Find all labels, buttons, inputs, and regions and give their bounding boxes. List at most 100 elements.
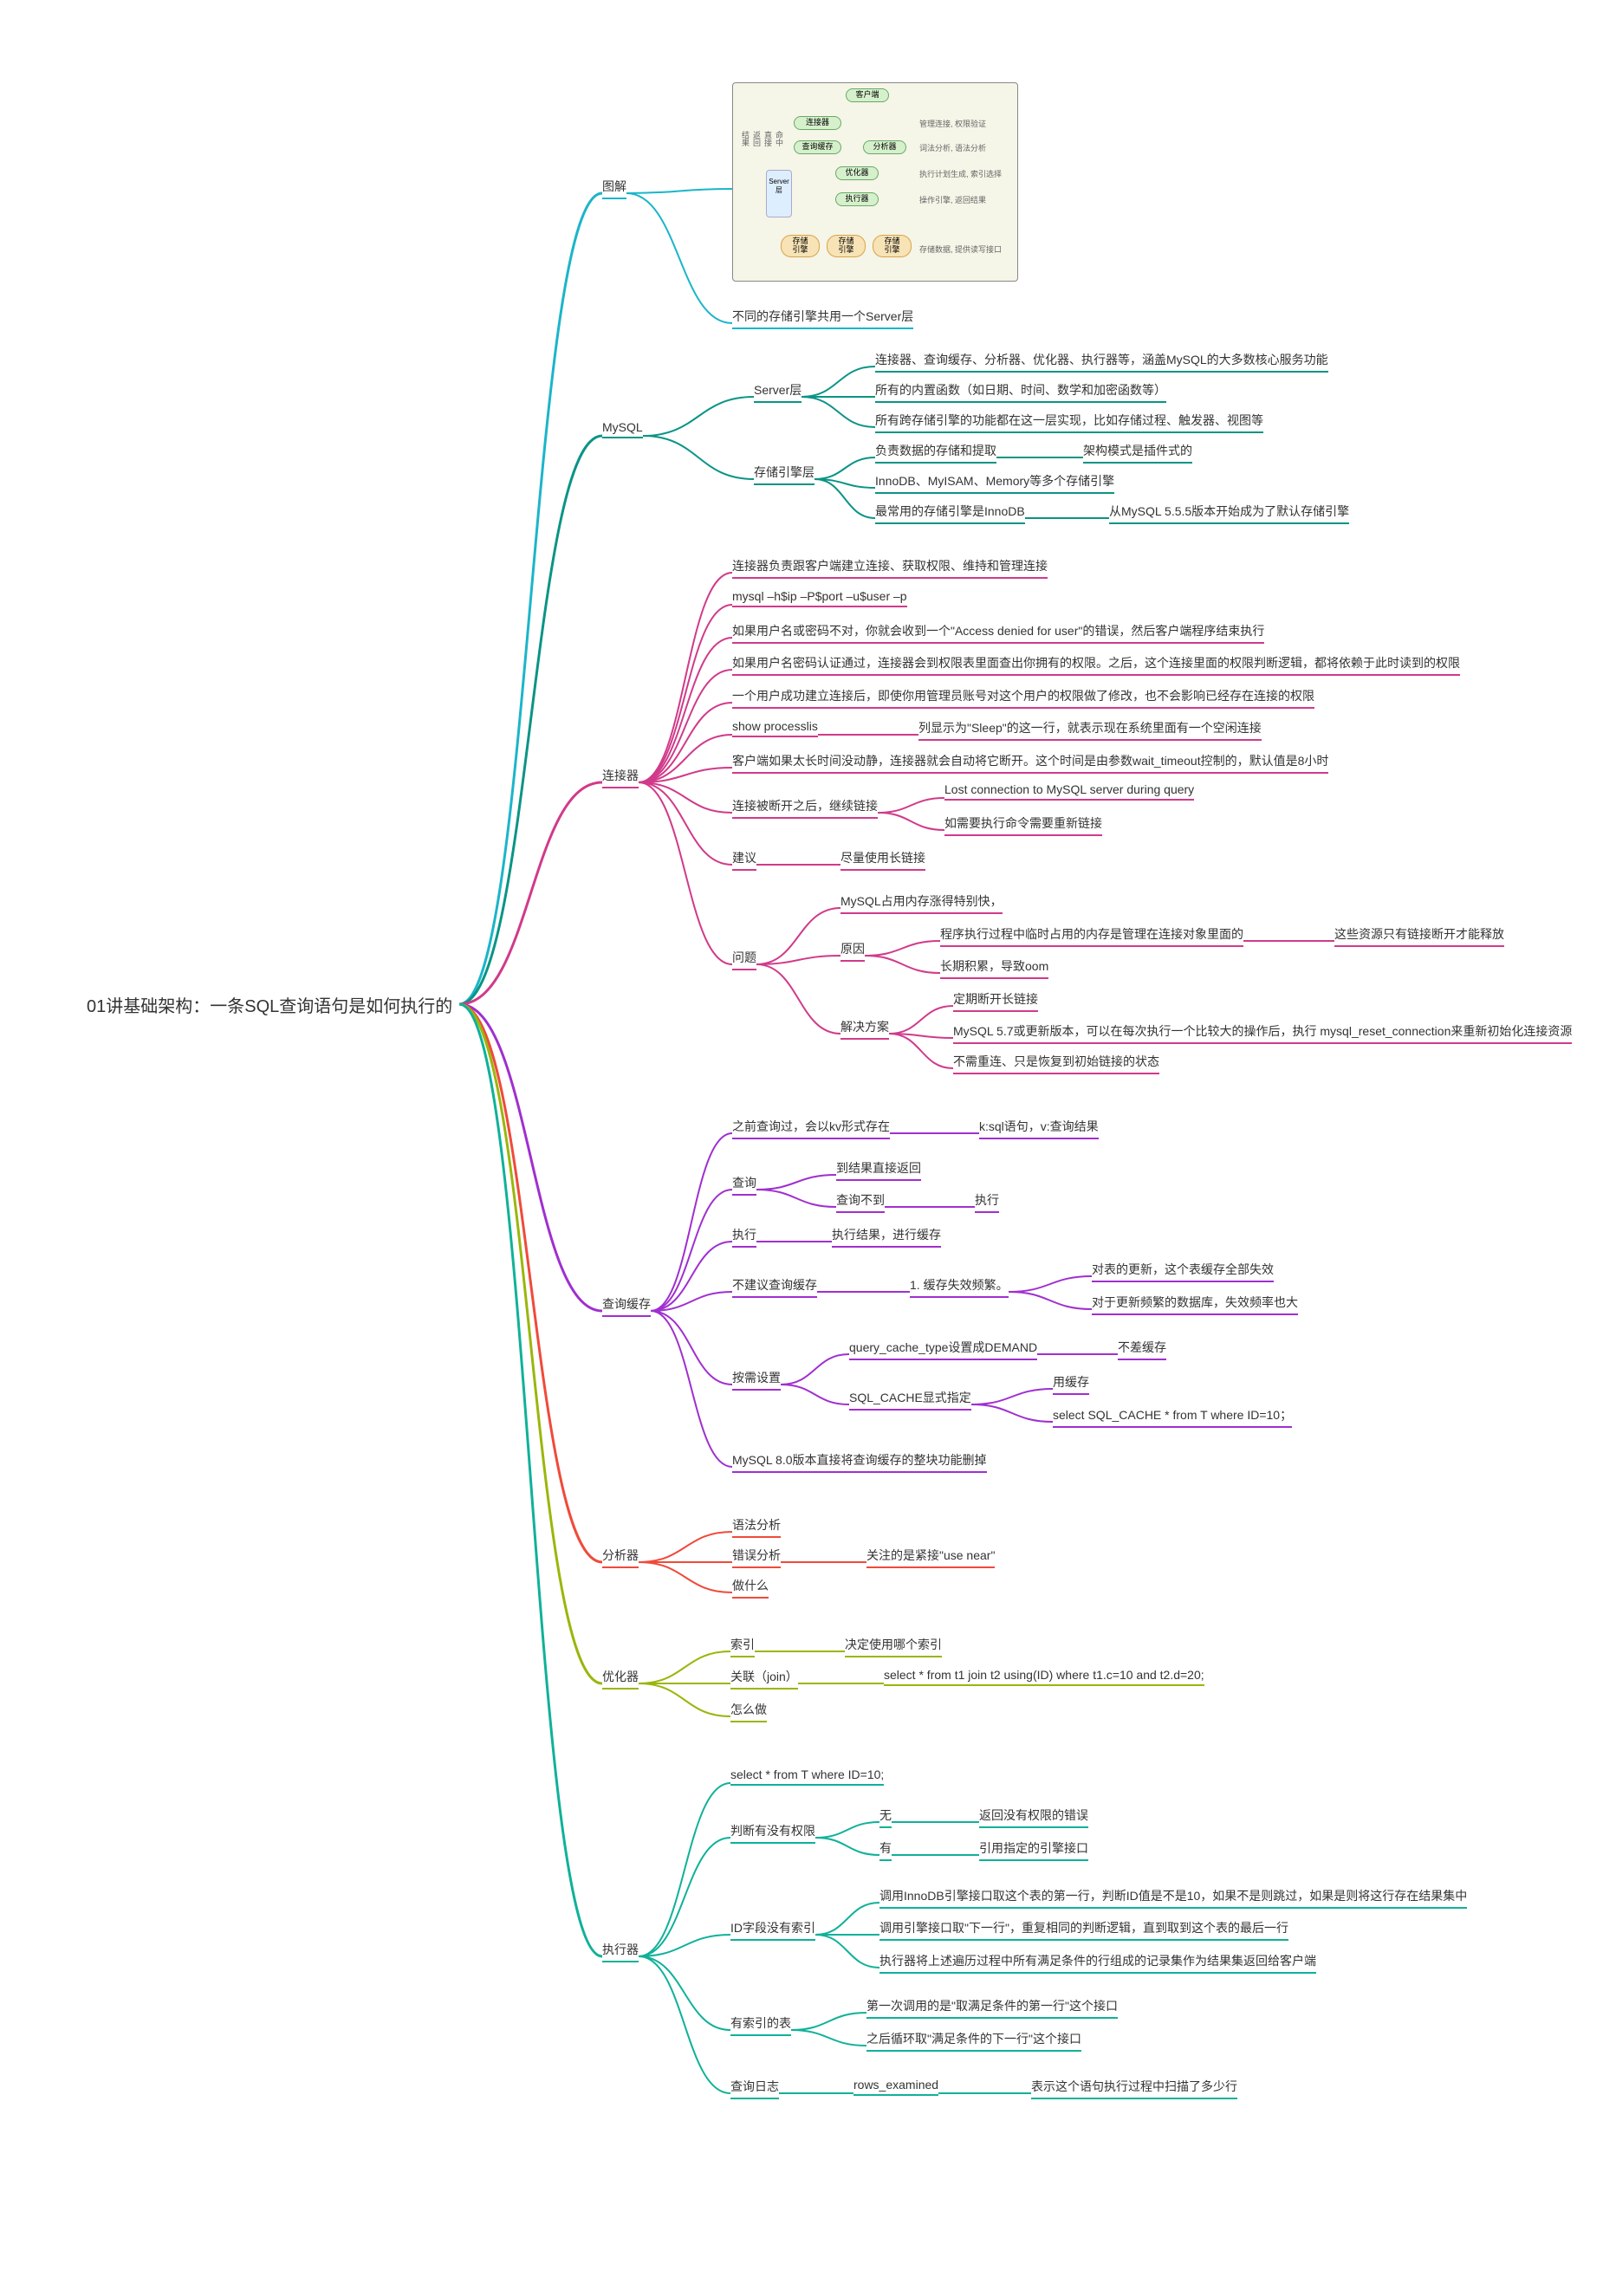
thumb-client: 客户端 bbox=[846, 88, 889, 102]
mindmap-node: 如果用户名或密码不对，你就会收到一个"Access denied for use… bbox=[732, 622, 1264, 644]
mindmap-branches-svg bbox=[0, 0, 1603, 2296]
mindmap-node: 定期断开长链接 bbox=[953, 990, 1038, 1012]
mindmap-node: Lost connection to MySQL server during q… bbox=[944, 782, 1194, 801]
thumb-note5: 存储数据, 提供读写接口 bbox=[919, 243, 1002, 255]
mindmap-node: query_cache_type设置成DEMAND bbox=[849, 1339, 1037, 1360]
thumb-connector: 连接器 bbox=[794, 116, 841, 130]
mindmap-node: 程序执行过程中临时占用的内存是管理在连接对象里面的 bbox=[940, 925, 1243, 947]
mindmap-node: 语法分析 bbox=[732, 1516, 781, 1538]
thumb-cache: 查询缓存 bbox=[794, 140, 841, 154]
mindmap-node: 分析器 bbox=[602, 1547, 639, 1568]
thumb-engine3: 存储引擎 bbox=[873, 235, 912, 257]
mindmap-node: 引用指定的引擎接口 bbox=[979, 1839, 1088, 1861]
mindmap-node: 客户端如果太长时间没动静，连接器就会自动将它断开。这个时间是由参数wait_ti… bbox=[732, 752, 1328, 774]
mindmap-node: 最常用的存储引擎是InnoDB bbox=[875, 503, 1025, 524]
mindmap-node: 建议 bbox=[732, 849, 756, 871]
mindmap-node: MySQL 5.7或更新版本，可以在每次执行一个比较大的操作后，执行 mysql… bbox=[953, 1022, 1572, 1044]
mindmap-node: 存储引擎层 bbox=[754, 464, 814, 485]
mindmap-node: 列显示为"Sleep"的这一行，就表示现在系统里面有一个空闲连接 bbox=[918, 719, 1262, 741]
mindmap-node: 执行 bbox=[975, 1191, 999, 1213]
diagram-thumbnail: 客户端 连接器 查询缓存 分析器 优化器 执行器 存储引擎 存储引擎 存储引擎 … bbox=[732, 82, 1018, 282]
mindmap-node: 图解 bbox=[602, 178, 626, 199]
thumb-analyzer: 分析器 bbox=[863, 140, 906, 154]
mindmap-node: 索引 bbox=[730, 1636, 755, 1657]
mindmap-node: 用缓存 bbox=[1053, 1373, 1089, 1395]
root-node: 01讲基础架构：一条SQL查询语句是如何执行的 bbox=[87, 992, 452, 1017]
mindmap-node: 这些资源只有链接断开才能释放 bbox=[1334, 925, 1504, 947]
mindmap-node: 关联（join） bbox=[730, 1668, 798, 1690]
mindmap-node: k:sql语句，v:查询结果 bbox=[979, 1118, 1099, 1139]
thumb-server-label: Server层 bbox=[766, 170, 792, 217]
mindmap-node: 所有的内置函数（如日期、时间、数学和加密函数等） bbox=[875, 381, 1166, 403]
mindmap-node: MySQL bbox=[602, 420, 643, 438]
mindmap-node: 执行器将上述遍历过程中所有满足条件的行组成的记录集作为结果集返回给客户端 bbox=[879, 1952, 1316, 1974]
mindmap-node: select SQL_CACHE * from T where ID=10； bbox=[1053, 1406, 1292, 1428]
mindmap-node: 连接器 bbox=[602, 767, 639, 788]
mindmap-node: 按需设置 bbox=[732, 1369, 781, 1391]
mindmap-node: show processlis bbox=[732, 719, 818, 737]
mindmap-node: 怎么做 bbox=[730, 1701, 767, 1722]
mindmap-node: 1. 缓存失效频繁。 bbox=[910, 1276, 1009, 1298]
mindmap-node: 第一次调用的是"取满足条件的第一行"这个接口 bbox=[866, 1997, 1118, 2019]
mindmap-node: 决定使用哪个索引 bbox=[845, 1636, 942, 1657]
mindmap-node: 判断有没有权限 bbox=[730, 1822, 815, 1844]
mindmap-node: 对于更新频繁的数据库，失效频率也大 bbox=[1092, 1294, 1298, 1315]
mindmap-node: 之后循环取"满足条件的下一行"这个接口 bbox=[866, 2030, 1081, 2052]
thumb-executor: 执行器 bbox=[835, 192, 879, 206]
mindmap-node: 关注的是紧接"use near" bbox=[866, 1547, 995, 1568]
mindmap-node: 执行器 bbox=[602, 1941, 639, 1962]
mindmap-node: 如果用户名密码认证通过，连接器会到权限表里面查出你拥有的权限。之后，这个连接里面… bbox=[732, 654, 1460, 676]
mindmap-node: select * from t1 join t2 using(ID) where… bbox=[884, 1668, 1204, 1686]
mindmap-node: 到结果直接返回 bbox=[836, 1159, 921, 1181]
mindmap-node: 不同的存储引擎共用一个Server层 bbox=[732, 308, 913, 329]
mindmap-node: 原因 bbox=[840, 940, 865, 962]
thumb-note2: 词法分析, 语法分析 bbox=[919, 142, 986, 153]
mindmap-node: 优化器 bbox=[602, 1668, 639, 1690]
mindmap-node: 如需要执行命令需要重新链接 bbox=[944, 814, 1102, 836]
mindmap-node: 问题 bbox=[732, 949, 756, 970]
mindmap-node: 查询缓存 bbox=[602, 1295, 651, 1317]
mindmap-node: 负责数据的存储和提取 bbox=[875, 442, 996, 464]
mindmap-node: Server层 bbox=[754, 381, 802, 403]
mindmap-node: 不建议查询缓存 bbox=[732, 1276, 817, 1298]
mindmap-node: InnoDB、MyISAM、Memory等多个存储引擎 bbox=[875, 472, 1114, 494]
mindmap-node: 架构模式是插件式的 bbox=[1083, 442, 1192, 464]
mindmap-node: 之前查询过，会以kv形式存在 bbox=[732, 1118, 890, 1139]
thumb-side-label: 命中直接返回结果 bbox=[740, 131, 785, 146]
thumb-engine2: 存储引擎 bbox=[827, 235, 866, 257]
mindmap-node: 查询不到 bbox=[836, 1191, 885, 1213]
mindmap-node: 执行结果，进行缓存 bbox=[832, 1226, 941, 1248]
mindmap-node: 对表的更新，这个表缓存全部失效 bbox=[1092, 1261, 1274, 1282]
thumb-note4: 操作引擎, 返回结果 bbox=[919, 194, 986, 205]
mindmap-node: ID字段没有索引 bbox=[730, 1919, 815, 1941]
mindmap-node: 连接被断开之后，继续链接 bbox=[732, 797, 878, 819]
thumb-optimizer: 优化器 bbox=[835, 166, 879, 180]
mindmap-node: 无 bbox=[879, 1806, 892, 1828]
mindmap-node: 查询日志 bbox=[730, 2078, 779, 2099]
mindmap-node: rows_examined bbox=[853, 2078, 938, 2096]
mindmap-node: 一个用户成功建立连接后，即使你用管理员账号对这个用户的权限做了修改，也不会影响已… bbox=[732, 687, 1314, 709]
thumb-note1: 管理连接, 权限验证 bbox=[919, 118, 986, 129]
mindmap-node: 不差缓存 bbox=[1118, 1339, 1166, 1360]
mindmap-node: 调用InnoDB引擎接口取这个表的第一行，判断ID值是不是10，如果不是则跳过，… bbox=[879, 1887, 1467, 1909]
mindmap-node: 有 bbox=[879, 1839, 892, 1861]
thumb-engine1: 存储引擎 bbox=[781, 235, 820, 257]
mindmap-node: 从MySQL 5.5.5版本开始成为了默认存储引擎 bbox=[1109, 503, 1349, 524]
mindmap-node: 解决方案 bbox=[840, 1018, 889, 1040]
thumb-note3: 执行计划生成, 索引选择 bbox=[919, 168, 1002, 179]
mindmap-node: MySQL占用内存涨得特别快， bbox=[840, 892, 1003, 914]
mindmap-node: 不需重连、只是恢复到初始链接的状态 bbox=[953, 1053, 1159, 1074]
mindmap-node: 做什么 bbox=[732, 1577, 769, 1599]
mindmap-node: 有索引的表 bbox=[730, 2014, 791, 2036]
mindmap-node: 调用引擎接口取"下一行"，重复相同的判断逻辑，直到取到这个表的最后一行 bbox=[879, 1919, 1288, 1941]
mindmap-node: 返回没有权限的错误 bbox=[979, 1806, 1088, 1828]
mindmap-node: SQL_CACHE显式指定 bbox=[849, 1389, 971, 1411]
mindmap-node: mysql –h$ip –P$port –u$user –p bbox=[732, 589, 907, 607]
mindmap-node: 表示这个语句执行过程中扫描了多少行 bbox=[1031, 2078, 1237, 2099]
mindmap-node: MySQL 8.0版本直接将查询缓存的整块功能删掉 bbox=[732, 1451, 987, 1473]
mindmap-node: 尽量使用长链接 bbox=[840, 849, 925, 871]
mindmap-node: 错误分析 bbox=[732, 1547, 781, 1568]
mindmap-node: 长期积累，导致oom bbox=[940, 957, 1048, 979]
mindmap-node: 连接器、查询缓存、分析器、优化器、执行器等，涵盖MySQL的大多数核心服务功能 bbox=[875, 351, 1328, 373]
mindmap-node: 查询 bbox=[732, 1174, 756, 1196]
